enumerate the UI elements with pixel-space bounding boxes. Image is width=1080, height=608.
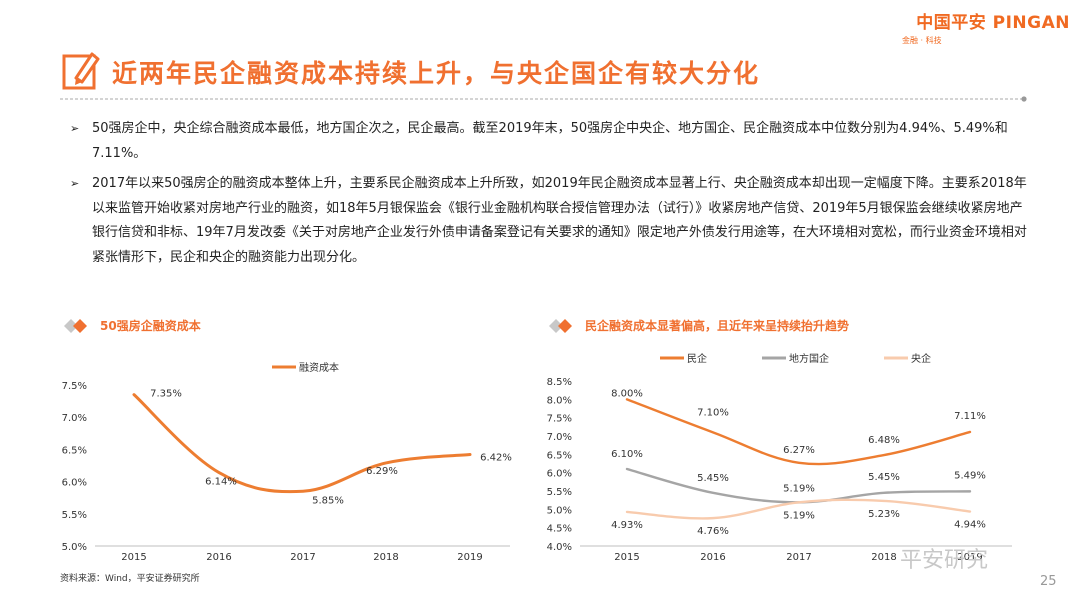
watermark: 平安研究 [900, 548, 989, 573]
x-tick-label: 2015 [121, 552, 146, 563]
data-label: 4.93% [611, 520, 643, 531]
data-label: 6.48% [868, 435, 900, 446]
series-line-融资成本 [132, 393, 472, 494]
page-title: 近两年民企融资成本持续上升，与央企国企有较大分化 [112, 59, 761, 88]
x-tick-label: 2017 [786, 552, 811, 563]
data-label: 8.00% [611, 388, 643, 399]
data-label: 5.19% [783, 510, 815, 521]
y-tick-label: 8.0% [547, 395, 572, 406]
data-label: 5.19% [783, 483, 815, 494]
legend-label: 央企 [911, 352, 931, 365]
diamond-bullets-icon [549, 319, 572, 333]
data-label: 7.10% [697, 407, 729, 418]
y-tick-label: 8.5% [547, 377, 572, 388]
logo-tagline: 金融 · 科技 [902, 36, 942, 45]
data-label: 6.27% [783, 445, 815, 456]
page-number: 25 [1040, 574, 1057, 589]
y-tick-label: 5.5% [547, 487, 572, 498]
data-label: 4.76% [697, 526, 729, 537]
y-tick-label: 7.5% [547, 414, 572, 425]
data-label: 5.45% [868, 472, 900, 483]
chart1-title: 50强房企融资成本 [100, 319, 201, 333]
source-note: 资料来源：Wind，平安证券研究所 [60, 574, 200, 584]
y-tick-label: 5.5% [62, 510, 87, 521]
y-tick-label: 6.0% [547, 469, 572, 480]
y-tick-label: 6.5% [547, 450, 572, 461]
legend-label: 地方国企 [789, 352, 829, 365]
x-tick-label: 2018 [871, 552, 896, 563]
x-tick-label: 2019 [957, 552, 982, 563]
y-tick-label: 4.0% [547, 542, 572, 553]
bullet-text: 50强房企中，央企综合融资成本最低，地方国企次之，民企最高。截至2019年末，5… [92, 121, 1008, 161]
data-label: 7.11% [954, 411, 986, 422]
brand-logo: 中国平安 PINGAN 金融 · 科技 [902, 8, 1070, 46]
x-tick-label: 2019 [457, 552, 482, 563]
x-tick-label: 2018 [373, 552, 398, 563]
title-divider [60, 96, 1027, 102]
data-label: 4.94% [954, 520, 986, 531]
bullet-point: ➢ 2017年以来50强房企的融资成本整体上升，主要系民企融资成本上升所致，如2… [70, 172, 1030, 270]
bullet-point: ➢ 50强房企中，央企综合融资成本最低，地方国企次之，民企最高。截至2019年末… [70, 117, 1030, 166]
data-label: 5.45% [697, 473, 729, 484]
bullet-arrow-icon: ➢ [70, 122, 80, 135]
y-tick-label: 7.0% [62, 413, 87, 424]
data-label: 6.10% [611, 449, 643, 460]
y-tick-label: 7.5% [62, 381, 87, 392]
bullet-arrow-icon: ➢ [70, 177, 80, 190]
y-tick-label: 4.5% [547, 524, 572, 535]
data-label: 5.23% [868, 509, 900, 520]
data-label: 6.42% [480, 453, 512, 464]
logo-brand-text: 中国平安 PINGAN [916, 13, 1070, 33]
x-tick-label: 2017 [290, 552, 315, 563]
data-label: 5.85% [312, 495, 344, 506]
y-tick-label: 5.0% [547, 505, 572, 516]
chart2-title: 民企融资成本显著偏高，且近年来呈持续抬升趋势 [585, 319, 850, 333]
legend-label: 融资成本 [299, 361, 339, 374]
y-tick-label: 5.0% [62, 542, 87, 553]
data-label: 6.29% [366, 466, 398, 477]
legend-label: 民企 [687, 352, 707, 365]
data-label: 5.49% [954, 470, 986, 481]
x-tick-label: 2015 [614, 552, 639, 563]
data-label: 6.14% [205, 477, 237, 488]
x-tick-label: 2016 [206, 552, 231, 563]
x-tick-label: 2016 [700, 552, 725, 563]
data-label: 7.35% [150, 389, 182, 400]
y-tick-label: 6.0% [62, 478, 87, 489]
bullet-text: 2017年以来50强房企的融资成本整体上升，主要系民企融资成本上升所致，如201… [92, 176, 1027, 265]
y-tick-label: 6.5% [62, 445, 87, 456]
diamond-bullets-icon [64, 319, 87, 333]
pencil-icon [62, 52, 100, 90]
y-tick-label: 7.0% [547, 432, 572, 443]
